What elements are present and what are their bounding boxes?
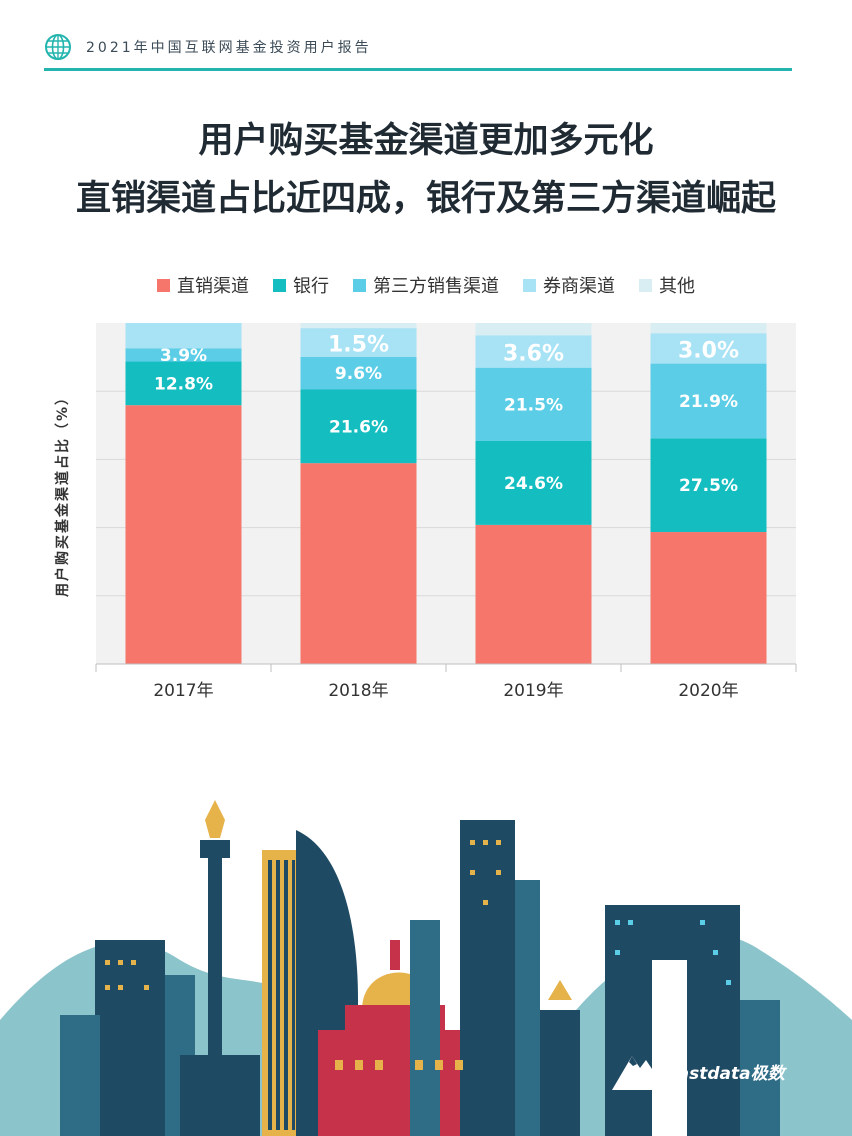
bar-segment: [300, 323, 417, 329]
bar-segment: [300, 389, 417, 464]
bar-data-label: 21.6%: [329, 417, 388, 437]
title-line-2: 直销渠道占比近四成，银行及第三方渠道崛起: [75, 179, 776, 219]
mountain-logo-icon: [612, 1056, 666, 1090]
legend-label: 券商渠道: [543, 276, 615, 297]
legend-swatch: [157, 278, 170, 292]
bar-segment: [125, 348, 242, 362]
city-skyline-illustration: [0, 800, 852, 1136]
legend-item: 直销渠道: [157, 272, 249, 298]
logo-text: Fastdata极数: [668, 1063, 785, 1084]
legend-item: 第三方销售渠道: [353, 272, 499, 298]
bar-data-label: 3.0%: [678, 338, 739, 363]
bar-segment: [650, 333, 767, 364]
legend-label: 银行: [293, 276, 329, 297]
bar-data-label: 3.9%: [160, 346, 207, 366]
bar-data-label: 9.6%: [335, 364, 382, 384]
legend-item: 其他: [639, 272, 695, 298]
legend-item: 银行: [273, 272, 329, 298]
bar-segment: [650, 323, 767, 334]
x-tick-label: 2020年: [678, 681, 738, 701]
bar-segment: [300, 356, 417, 390]
bar-segment: [125, 323, 242, 349]
chart-legend: 直销渠道 银行 第三方销售渠道 券商渠道 其他: [0, 272, 852, 298]
legend-label: 第三方销售渠道: [373, 276, 499, 297]
bar-data-label: 21.9%: [679, 392, 738, 412]
legend-label: 其他: [659, 276, 695, 297]
legend-item: 券商渠道: [523, 272, 615, 298]
bar-segment: [300, 328, 417, 357]
bar-segment: [650, 438, 767, 533]
fastdata-logo: Fastdata极数: [610, 1050, 785, 1092]
legend-swatch: [273, 278, 286, 292]
legend-swatch: [353, 278, 366, 292]
bar-segment: [475, 335, 592, 368]
bar-segment: [650, 532, 767, 664]
legend-label: 直销渠道: [177, 276, 249, 297]
legend-swatch: [523, 278, 536, 292]
bar-segment: [650, 363, 767, 439]
bar-data-label: 3.6%: [503, 341, 564, 366]
bar-segment: [125, 361, 242, 406]
bar-data-label: 27.5%: [679, 476, 738, 496]
bar-segment: [475, 367, 592, 441]
report-title: 2021年中国互联网基金投资用户报告: [86, 40, 372, 56]
bar-segment: [475, 440, 592, 525]
page-title: 用户购买基金渠道更加多元化 直销渠道占比近四成，银行及第三方渠道崛起: [0, 112, 852, 228]
x-tick-label: 2018年: [328, 681, 388, 701]
legend-swatch: [639, 278, 652, 292]
title-line-1: 用户购买基金渠道更加多元化: [198, 121, 654, 161]
stacked-bar-chart: 75.9%12.8%3.9%2017年58.9%21.6%9.6%1.5%201…: [95, 323, 797, 701]
globe-icon: [45, 34, 71, 60]
bar-data-label: 1.5%: [328, 332, 389, 357]
bar-data-label: 21.5%: [504, 395, 563, 415]
bar-segment: [300, 463, 417, 664]
bar-segment: [475, 524, 592, 664]
bar-segment: [125, 405, 242, 664]
bar-data-label: 24.6%: [504, 474, 563, 494]
x-tick-label: 2019年: [503, 681, 563, 701]
bar-data-label: 12.8%: [154, 374, 213, 394]
bar-segment: [475, 323, 592, 336]
x-tick-label: 2017年: [153, 681, 213, 701]
report-header: 2021年中国互联网基金投资用户报告: [44, 32, 372, 62]
header-divider: [44, 68, 792, 71]
